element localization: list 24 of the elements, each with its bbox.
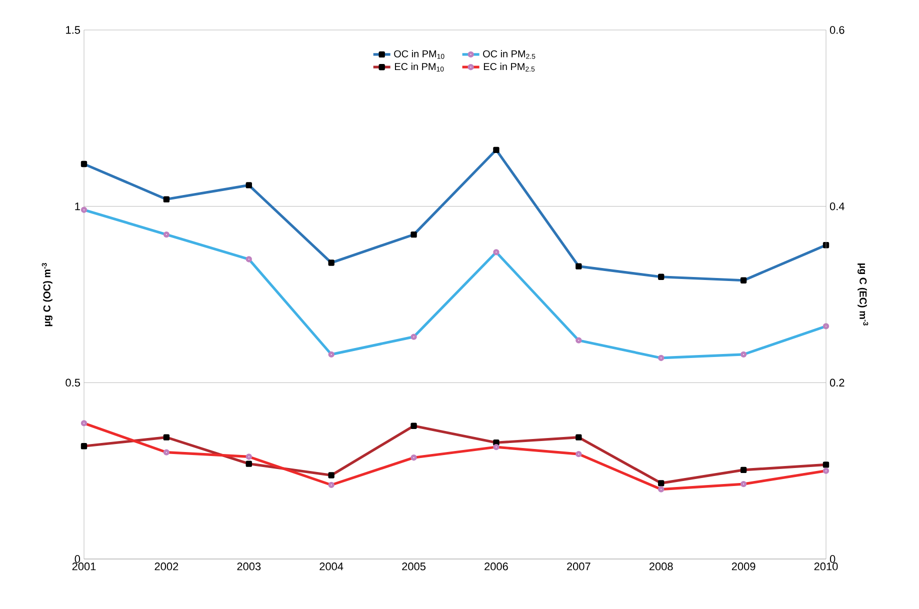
y-tick-label: 1.5 (66, 26, 80, 34)
y2-axis-title: µg C (EC) m$^{-3}$ (858, 263, 868, 326)
x-tick-label: 2003 (237, 562, 261, 570)
x-tick-label: 2005 (402, 562, 426, 570)
y-tick-label: 0 (74, 555, 80, 563)
x-tick-label: 2009 (732, 562, 756, 570)
legend-label: EC in PM$_{2.5}$ (484, 62, 535, 72)
y2-tick-label: 0.2 (830, 378, 844, 387)
y2-tick-label: 0.6 (830, 26, 844, 34)
x-tick-label: 2006 (484, 562, 508, 570)
x-tick-label: 2007 (567, 562, 590, 570)
y-tick-label: 1 (75, 202, 80, 210)
y2-tick-label: 0.4 (830, 202, 844, 210)
x-tick-label: 2010 (814, 562, 838, 570)
y2-tick-label: 0 (830, 555, 836, 563)
y-axis-title: µg C (OC) m$^{-3}$ (42, 263, 52, 326)
legend-label: OC in PM$_{2.5}$ (483, 50, 536, 59)
x-tick-label: 2001 (72, 562, 96, 570)
legend-label: EC in PM$_{10}$ (395, 62, 444, 72)
legend-label: OC in PM$_{10}$ (394, 50, 444, 59)
x-tick-label: 2004 (320, 562, 344, 570)
y-tick-label: 0.5 (66, 378, 80, 387)
x-tick-label: 2008 (649, 562, 673, 570)
x-tick-label: 2002 (154, 562, 178, 570)
